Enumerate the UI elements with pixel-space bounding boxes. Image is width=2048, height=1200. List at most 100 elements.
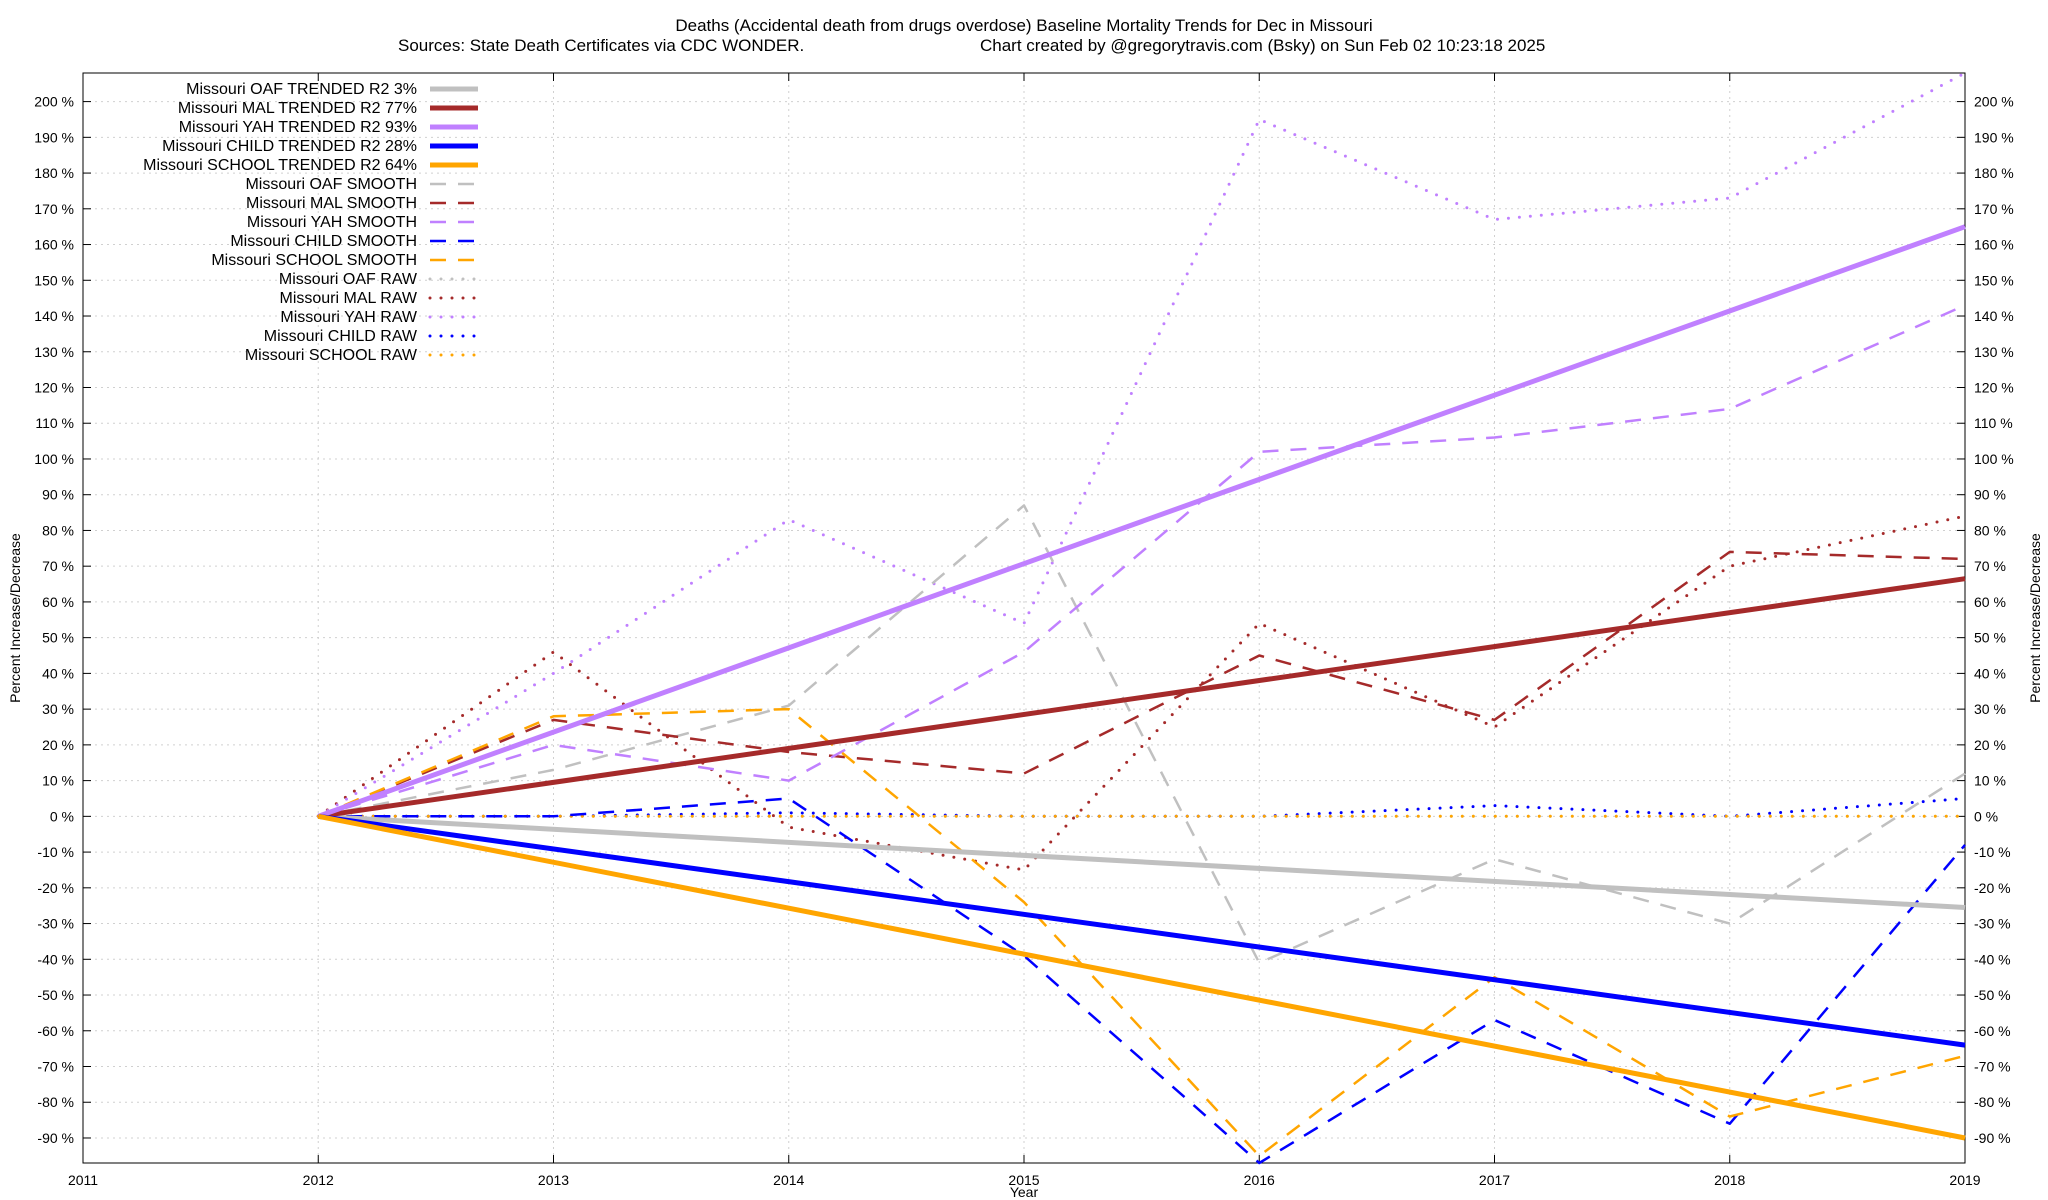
y-tick-label-left: 160 % — [34, 237, 74, 253]
y-tick-label-left: 130 % — [34, 344, 74, 360]
y-tick-label-left: -20 % — [37, 880, 74, 896]
y-tick-label-left: 200 % — [34, 94, 74, 110]
legend-label: Missouri MAL RAW — [280, 290, 418, 307]
y-tick-label-left: 80 % — [42, 522, 74, 538]
series-line-4 — [317, 813, 1966, 1141]
y-tick-label-right: -80 % — [1974, 1094, 2011, 1110]
y-tick-label-right: -40 % — [1974, 951, 2011, 967]
x-tick-label: 2014 — [773, 1172, 804, 1188]
y-tick-label-right: -30 % — [1974, 916, 2011, 932]
y-tick-label-right: 50 % — [1974, 630, 2006, 646]
y-tick-label-right: 180 % — [1974, 165, 2014, 181]
series-line-3 — [317, 813, 1966, 1048]
y-tick-label-right: 150 % — [1974, 272, 2014, 288]
series-line-0 — [318, 813, 1966, 910]
y-tick-label-right: 160 % — [1974, 237, 2014, 253]
y-tick-label-right: 200 % — [1974, 94, 2014, 110]
y-tick-label-right: 120 % — [1974, 379, 2014, 395]
y-tick-label-right: 170 % — [1974, 201, 2014, 217]
legend-label: Missouri MAL SMOOTH — [246, 195, 417, 212]
y-tick-label-right: 70 % — [1974, 558, 2006, 574]
legend-label: Missouri CHILD RAW — [264, 328, 418, 345]
y-tick-label-left: 30 % — [42, 701, 74, 717]
legend-label: Missouri SCHOOL RAW — [245, 347, 418, 364]
legend: Missouri OAF TRENDED R2 3% Missouri MAL T… — [143, 81, 480, 364]
y-tick-label-right: -20 % — [1974, 880, 2011, 896]
y-tick-label-left: 60 % — [42, 594, 74, 610]
series-layer — [316, 71, 1967, 1165]
x-tick-label: 2012 — [303, 1172, 334, 1188]
y-tick-label-right: -90 % — [1974, 1130, 2011, 1146]
y-tick-label-left: -90 % — [37, 1130, 74, 1146]
x-tick-label: 2017 — [1479, 1172, 1510, 1188]
y-tick-label-right: -10 % — [1974, 844, 2011, 860]
chart-subtitle-source: Sources: State Death Certificates via CD… — [398, 36, 804, 55]
y-tick-label-right: 110 % — [1974, 415, 2013, 431]
legend-label: Missouri YAH TRENDED R2 93% — [179, 119, 417, 136]
y-tick-label-right: 0 % — [1974, 808, 1998, 824]
legend-label: Missouri CHILD TRENDED R2 28% — [162, 138, 417, 155]
y-tick-label-left: 50 % — [42, 630, 74, 646]
x-axis-label: Year — [1010, 1184, 1039, 1200]
y-tick-label-left: 0 % — [50, 808, 74, 824]
series-line-1 — [317, 576, 1966, 819]
grid — [82, 73, 1966, 1163]
legend-label: Missouri YAH RAW — [280, 309, 418, 326]
y-tick-label-left: 170 % — [34, 201, 74, 217]
series-line-7 — [317, 304, 1966, 818]
y-tick-label-right: 20 % — [1974, 737, 2006, 753]
y-tick-label-left: -30 % — [37, 916, 74, 932]
y-tick-label-left: 20 % — [42, 737, 74, 753]
chart-subtitle-credit: Chart created by @gregorytravis.com (Bsk… — [980, 36, 1545, 55]
y-tick-label-right: -50 % — [1974, 987, 2011, 1003]
legend-label: Missouri MAL TRENDED R2 77% — [178, 100, 417, 117]
y-tick-label-left: 120 % — [34, 379, 74, 395]
y-tick-label-left: 90 % — [42, 487, 74, 503]
x-tick-label: 2011 — [68, 1172, 98, 1188]
y-tick-label-left: -70 % — [37, 1059, 74, 1075]
y-tick-label-left: -50 % — [37, 987, 74, 1003]
y-tick-label-left: 180 % — [34, 165, 74, 181]
y-tick-label-right: 140 % — [1974, 308, 2014, 324]
x-tick-label: 2015 — [1008, 1172, 1039, 1188]
y-tick-label-left: 140 % — [34, 308, 74, 324]
y-tick-label-right: 100 % — [1974, 451, 2014, 467]
axis-ticks: 200 % 200 % 190 % 190 % 180 % 180 % 170 % 170 %… — [34, 73, 2014, 1188]
x-tick-label: 2018 — [1714, 1172, 1745, 1188]
y-tick-label-left: 40 % — [42, 665, 74, 681]
y-tick-label-right: 30 % — [1974, 701, 2006, 717]
series-line-9 — [317, 707, 1966, 1158]
y-tick-label-left: -60 % — [37, 1023, 74, 1039]
legend-label: Missouri OAF SMOOTH — [245, 176, 417, 193]
legend-label: Missouri SCHOOL SMOOTH — [211, 252, 417, 269]
y-tick-label-left: -10 % — [37, 844, 74, 860]
series-line-8 — [318, 797, 1966, 1165]
y-tick-label-left: 110 % — [35, 415, 74, 431]
y-tick-label-left: -40 % — [37, 951, 74, 967]
y-tick-label-right: 40 % — [1974, 665, 2006, 681]
series-line-2 — [317, 224, 1966, 819]
y-axis-label-right: Percent Increase/Decrease — [2027, 533, 2043, 703]
legend-label: Missouri OAF RAW — [279, 271, 418, 288]
legend-label: Missouri CHILD SMOOTH — [230, 233, 417, 250]
y-tick-label-right: -70 % — [1974, 1059, 2011, 1075]
x-tick-label: 2013 — [538, 1172, 569, 1188]
y-tick-label-left: 150 % — [34, 272, 74, 288]
legend-label: Missouri OAF TRENDED R2 3% — [186, 81, 417, 98]
x-tick-label: 2016 — [1244, 1172, 1275, 1188]
legend-label: Missouri SCHOOL TRENDED R2 64% — [143, 157, 417, 174]
y-tick-label-left: 10 % — [42, 773, 74, 789]
series-line-6 — [317, 550, 1966, 818]
y-tick-label-left: 190 % — [34, 129, 74, 145]
y-tick-label-right: 90 % — [1974, 487, 2006, 503]
y-tick-label-right: 130 % — [1974, 344, 2014, 360]
series-line-5 — [318, 504, 1966, 965]
y-tick-label-right: -60 % — [1974, 1023, 2011, 1039]
y-tick-label-right: 10 % — [1974, 773, 2006, 789]
y-tick-label-left: 100 % — [34, 451, 74, 467]
y-tick-label-right: 190 % — [1974, 129, 2014, 145]
y-tick-label-right: 80 % — [1974, 522, 2006, 538]
series-line-11 — [316, 514, 1967, 872]
y-tick-label-left: -80 % — [37, 1094, 74, 1110]
